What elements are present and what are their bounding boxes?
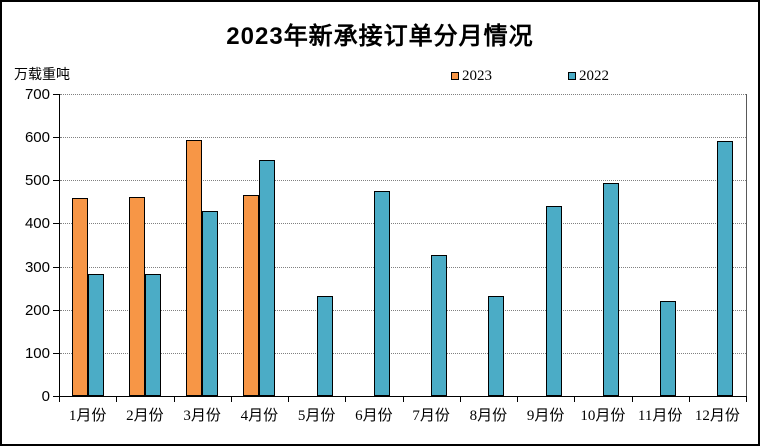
bar-2022-12月份 bbox=[717, 140, 734, 396]
bar-2022-11月份 bbox=[660, 300, 677, 396]
legend-item-2022: 2022 bbox=[568, 68, 609, 84]
x-tick-label-7: 7月份 bbox=[412, 408, 450, 424]
bar-2022-10月份 bbox=[602, 183, 619, 396]
y-axis-tick-200 bbox=[53, 309, 59, 311]
bar-2022-1月份 bbox=[87, 274, 104, 396]
x-tick-label-10: 10月份 bbox=[580, 408, 626, 424]
legend-label-2023: 2023 bbox=[462, 67, 492, 84]
y-axis-unit-label: 万载重吨 bbox=[14, 66, 70, 82]
bar-2022-5月份 bbox=[316, 296, 333, 396]
y-tick-label-400: 400 bbox=[24, 215, 50, 233]
x-tick-label-11: 11月份 bbox=[637, 408, 683, 424]
chart-title: 2023年新承接订单分月情况 bbox=[226, 23, 534, 50]
x-axis-tick-0 bbox=[59, 397, 60, 402]
bar-2022-9月份 bbox=[545, 206, 562, 396]
x-axis-tick-12 bbox=[746, 397, 747, 402]
x-axis-tick-9 bbox=[574, 397, 576, 402]
bar-2022-3月份 bbox=[202, 211, 219, 396]
y-tick-label-700: 700 bbox=[24, 86, 50, 103]
bar-2022-8月份 bbox=[488, 295, 505, 396]
x-tick-label-9: 9月份 bbox=[526, 408, 565, 424]
y-axis-tick-400 bbox=[53, 223, 59, 225]
gridline-100 bbox=[60, 352, 746, 354]
bar-2023-4月份 bbox=[243, 194, 260, 396]
bar-2023-2月份 bbox=[128, 196, 145, 396]
bar-2022-2月份 bbox=[144, 273, 161, 396]
x-tick-label-1: 1月份 bbox=[68, 408, 107, 424]
bar-2022-7月份 bbox=[431, 255, 448, 396]
y-axis-tick-300 bbox=[53, 266, 59, 268]
x-tick-label-3: 3月份 bbox=[183, 408, 221, 424]
y-tick-label-300: 300 bbox=[24, 258, 50, 276]
gridline-300 bbox=[60, 266, 746, 268]
gridline-600 bbox=[60, 137, 746, 139]
y-axis-tick-100 bbox=[53, 352, 59, 354]
x-axis-tick-4 bbox=[288, 397, 289, 402]
y-tick-label-200: 200 bbox=[24, 301, 50, 319]
x-tick-label-12: 12月份 bbox=[694, 408, 740, 424]
y-tick-label-100: 100 bbox=[24, 344, 50, 362]
bar-2023-1月份 bbox=[71, 197, 88, 396]
y-axis-tick-0 bbox=[53, 396, 59, 397]
x-tick-label-2: 2月份 bbox=[126, 408, 164, 424]
x-tick-label-4: 4月份 bbox=[240, 408, 279, 424]
y-axis-tick-500 bbox=[53, 180, 59, 182]
x-axis-tick-1 bbox=[116, 397, 118, 402]
x-axis-tick-10 bbox=[631, 397, 633, 402]
legend-label-2022: 2022 bbox=[579, 67, 609, 84]
legend-swatch-2023 bbox=[451, 72, 459, 80]
y-tick-label-600: 600 bbox=[24, 129, 50, 147]
y-axis-line bbox=[59, 94, 60, 397]
y-axis-tick-600 bbox=[53, 137, 59, 139]
plot-right-border bbox=[746, 94, 747, 397]
legend-item-2023: 2023 bbox=[451, 68, 492, 84]
x-tick-label-8: 8月份 bbox=[469, 408, 508, 424]
gridline-200 bbox=[60, 309, 746, 311]
y-tick-label-0: 0 bbox=[41, 388, 50, 405]
x-tick-label-6: 6月份 bbox=[355, 408, 393, 424]
bar-2022-6月份 bbox=[373, 190, 390, 396]
x-axis-tick-11 bbox=[688, 397, 690, 402]
x-axis-tick-8 bbox=[517, 397, 518, 402]
x-axis-tick-5 bbox=[345, 397, 347, 402]
x-axis-tick-7 bbox=[459, 397, 461, 402]
x-tick-label-5: 5月份 bbox=[297, 408, 336, 424]
legend-swatch-2022 bbox=[568, 72, 576, 80]
x-axis-tick-6 bbox=[402, 397, 404, 402]
gridline-500 bbox=[60, 180, 746, 182]
bar-2022-4月份 bbox=[259, 160, 276, 396]
gridline-700 bbox=[60, 94, 746, 95]
gridline-400 bbox=[60, 223, 746, 225]
x-axis-tick-3 bbox=[230, 397, 232, 402]
x-axis-line bbox=[59, 396, 747, 397]
y-tick-label-500: 500 bbox=[24, 172, 50, 190]
x-axis-tick-2 bbox=[173, 397, 175, 402]
y-axis-tick-700 bbox=[53, 94, 59, 95]
bar-2023-3月份 bbox=[186, 140, 203, 396]
